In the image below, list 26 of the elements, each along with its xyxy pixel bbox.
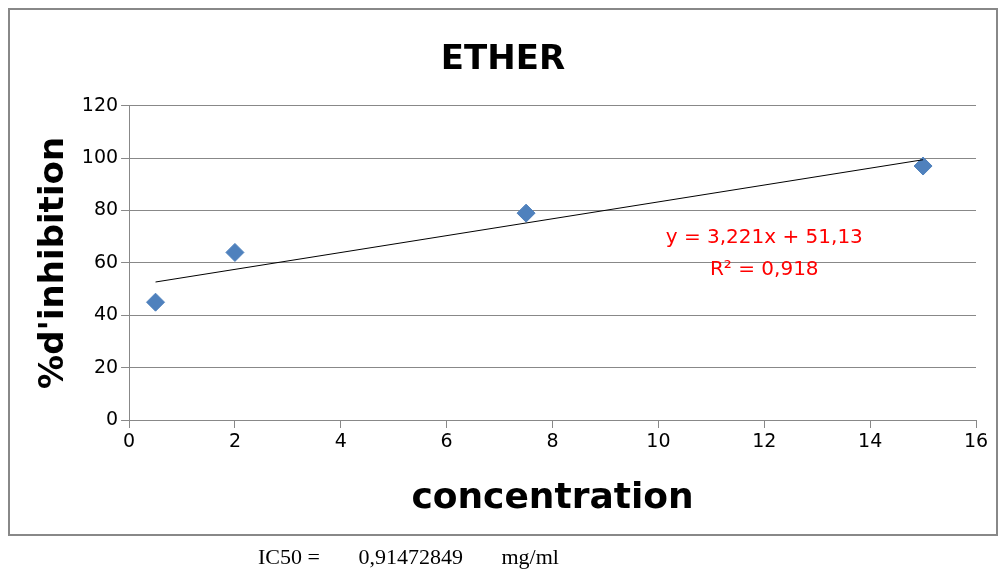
point [913,156,933,176]
x-tick-label: 16 [963,429,989,452]
x-tick-label: 2 [228,429,241,452]
x-tick-label: 8 [546,429,559,452]
x-tick-label: 0 [123,429,136,452]
x-axis-title: concentration [411,474,694,516]
x-tick-label: 12 [752,429,777,452]
y-tick-label: 20 [93,354,119,377]
point [516,203,536,223]
annotation: R² = 0,918 [709,255,819,280]
y-tick-label: 120 [81,92,119,115]
point [146,292,166,312]
x-tick-label: 14 [858,429,883,452]
x-tick-label: 10 [646,429,671,452]
y-axis-title: %d'inhibition [31,136,72,389]
y-tick-label: 40 [93,302,119,325]
x-tick-label: 4 [334,429,347,452]
annotation: y = 3,221x + 51,13 [665,223,863,248]
y-tick-label: 80 [93,197,119,220]
point [225,242,245,262]
x-tick-label: 6 [440,429,453,452]
text: IC50 = 0,91472849 mg/ml [258,544,560,570]
y-tick-label: 0 [105,406,119,429]
y-tick-label: 60 [93,249,119,272]
chart-title: ETHER [440,37,566,78]
y-tick-label: 100 [81,145,119,168]
